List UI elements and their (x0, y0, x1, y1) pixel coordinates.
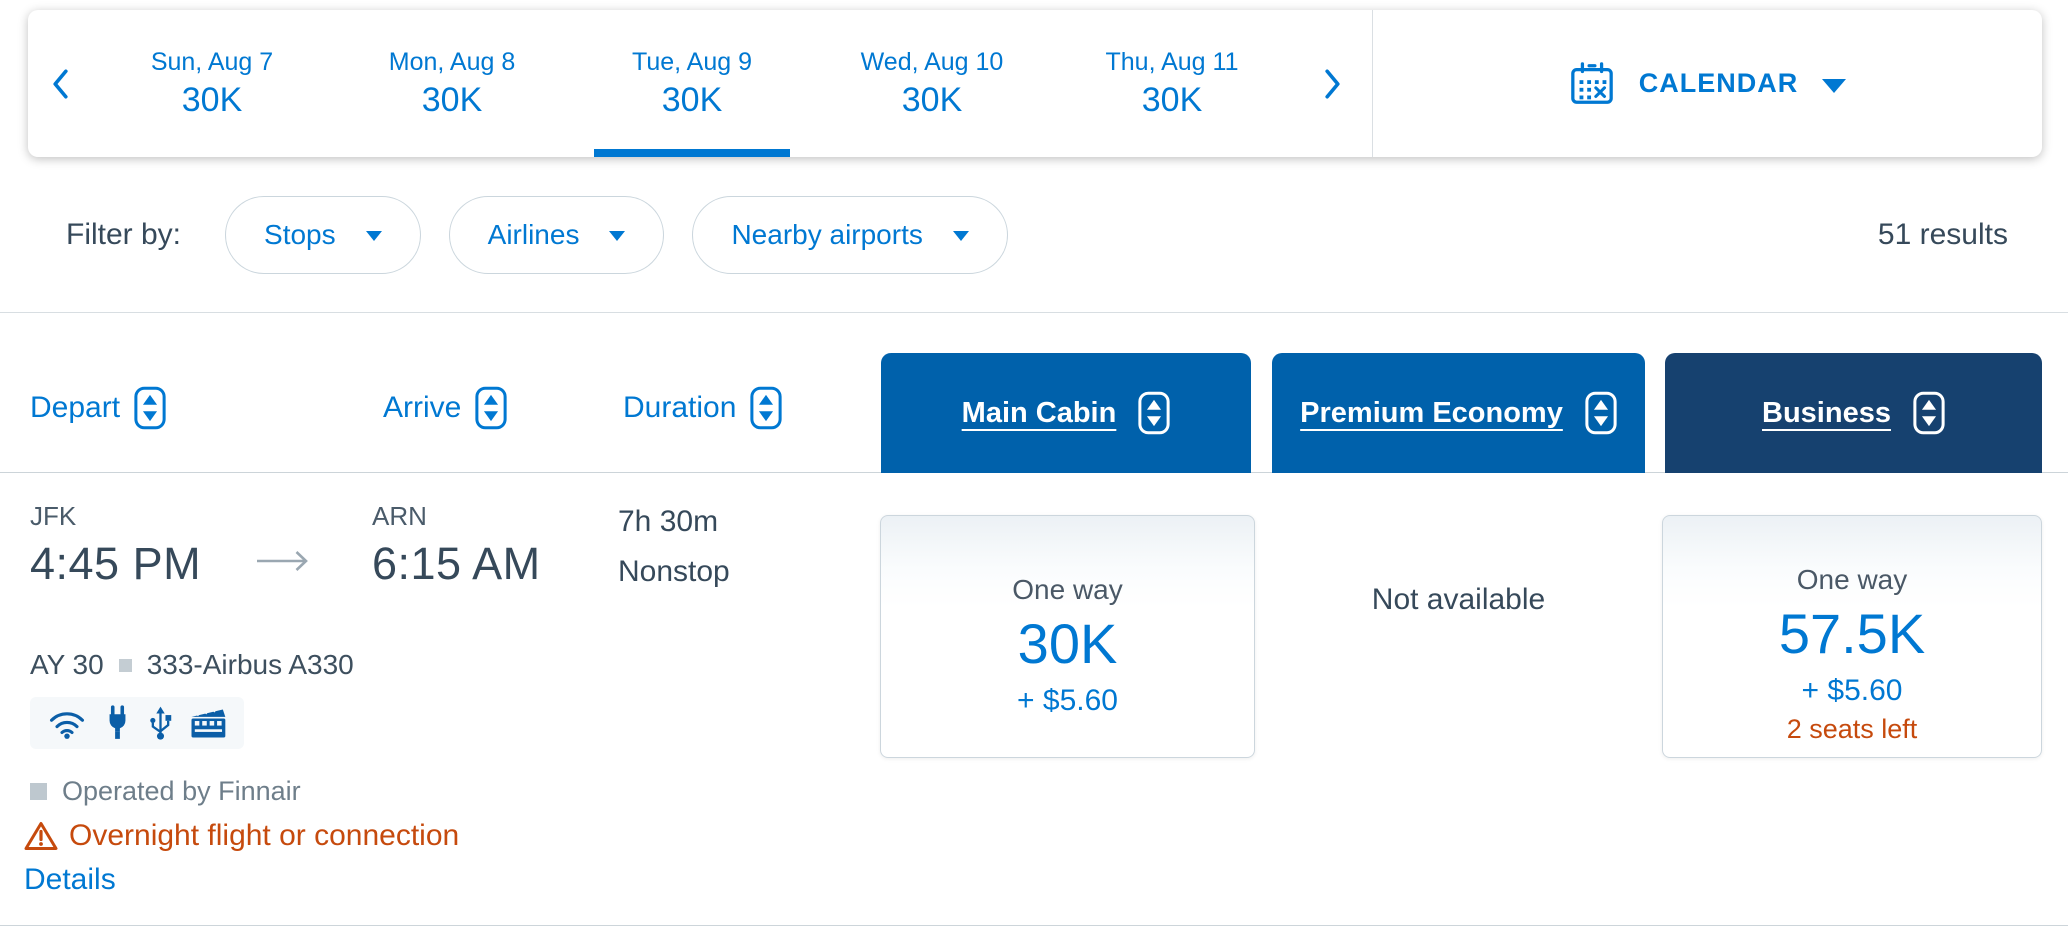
tab-date-label: Tue, Aug 9 (632, 47, 752, 76)
chevron-left-icon (52, 68, 68, 99)
flight-number: AY 30 (30, 649, 104, 680)
operator-square-icon (30, 783, 47, 800)
filter-stops-dropdown[interactable]: Stops (225, 195, 421, 274)
departure-time: 4:45 PM (30, 538, 202, 589)
sort-icon (1913, 391, 1945, 435)
award-points: 57.5K (1778, 602, 1926, 665)
date-tab-tue-aug-9[interactable]: Tue, Aug 9 30K (572, 10, 812, 157)
tab-award-price: 30K (181, 80, 243, 119)
seats-left-label: 2 seats left (1786, 714, 1918, 744)
warning-text: Overnight flight or connection (69, 819, 460, 852)
tab-award-price: 30K (1141, 80, 1203, 119)
fare-premium-economy-not-available: Not available (1371, 583, 1546, 616)
sort-icon (750, 386, 783, 430)
calendar-icon (1570, 61, 1613, 104)
filter-label: Stops (264, 218, 336, 250)
cabin-label: Premium Economy (1300, 396, 1563, 429)
fare-card-main-cabin[interactable]: One way 30K + $5.60 (880, 515, 1255, 758)
previous-dates-button[interactable] (28, 10, 92, 157)
flight-duration: 7h 30m (618, 505, 719, 538)
caret-down-icon (952, 231, 969, 241)
origin-airport-code: JFK (30, 501, 77, 531)
usb-icon (148, 704, 172, 741)
tab-award-price: 30K (661, 80, 723, 119)
tab-date-label: Wed, Aug 10 (860, 47, 1004, 76)
sort-depart-button[interactable]: Depart (30, 386, 166, 430)
filter-by-label: Filter by: (66, 217, 182, 251)
tab-date-label: Sun, Aug 7 (150, 47, 274, 76)
aircraft-type: 333-Airbus A330 (146, 649, 354, 680)
operated-by-line: Operated by Finnair (30, 776, 301, 807)
calendar-label: CALENDAR (1638, 68, 1799, 98)
next-dates-button[interactable] (1292, 10, 1372, 157)
trip-type-label: One way (1796, 564, 1908, 595)
sort-label: Duration (623, 391, 737, 424)
chevron-right-icon (1324, 68, 1340, 99)
filter-label: Airlines (487, 218, 580, 250)
trip-type-label: One way (1012, 574, 1123, 605)
arrival-time: 6:15 AM (372, 538, 541, 589)
filter-bar: Filter by: Stops Airlines Nearby airport… (0, 157, 2068, 313)
award-points: 30K (1017, 612, 1118, 675)
taxes-fees: + $5.60 (1801, 674, 1903, 707)
calendar-toggle-button[interactable]: CALENDAR (1372, 10, 2042, 157)
filter-label: Nearby airports (731, 218, 923, 250)
column-header-premium-economy[interactable]: Premium Economy (1272, 353, 1645, 473)
results-table-header: Depart Arrive Duration Main Cabin Premiu… (0, 313, 2068, 473)
amenities-bar (30, 697, 244, 749)
duration-block: 7h 30m Nonstop (618, 497, 730, 597)
entertainment-icon (190, 706, 227, 739)
caret-down-icon (609, 231, 626, 241)
date-tabs: Sun, Aug 7 30K Mon, Aug 8 30K Tue, Aug 9… (92, 10, 1292, 157)
sort-icon (1585, 391, 1617, 435)
route-arrow-icon (255, 549, 311, 578)
taxes-fees: + $5.60 (1017, 684, 1118, 717)
destination-airport-code: ARN (372, 501, 427, 531)
filter-nearby-airports-dropdown[interactable]: Nearby airports (692, 195, 1008, 274)
date-tab-wed-aug-10[interactable]: Wed, Aug 10 30K (812, 10, 1052, 157)
flight-result-row: JFK 4:45 PM ARN 6:15 AM 7h 30m Nonstop A… (0, 473, 2068, 932)
row-divider (0, 925, 2068, 926)
fare-card-business[interactable]: One way 57.5K + $5.60 2 seats left (1662, 515, 2042, 758)
departure-block: JFK 4:45 PM (30, 501, 201, 590)
caret-down-icon (1822, 78, 1847, 93)
sort-icon (475, 386, 507, 430)
results-count: 51 results (1877, 217, 2008, 251)
tab-date-label: Mon, Aug 8 (388, 47, 516, 76)
sort-icon (134, 386, 166, 430)
tab-award-price: 30K (901, 80, 963, 119)
tab-award-price: 30K (421, 80, 483, 119)
wifi-icon (50, 712, 85, 740)
date-tab-sun-aug-7[interactable]: Sun, Aug 7 30K (92, 10, 332, 157)
column-header-business[interactable]: Business (1665, 353, 2042, 473)
overnight-warning: Overnight flight or connection (24, 819, 459, 853)
stops-label: Nonstop (618, 555, 730, 588)
cabin-label: Business (1762, 396, 1891, 429)
date-strip: Sun, Aug 7 30K Mon, Aug 8 30K Tue, Aug 9… (28, 10, 2042, 157)
warning-triangle-icon (24, 821, 58, 851)
tab-date-label: Thu, Aug 11 (1105, 47, 1239, 76)
sort-duration-button[interactable]: Duration (623, 386, 783, 430)
details-link[interactable]: Details (24, 863, 116, 896)
date-tab-thu-aug-11[interactable]: Thu, Aug 11 30K (1052, 10, 1292, 157)
sort-label: Arrive (383, 391, 462, 424)
operated-by-text: Operated by Finnair (62, 776, 301, 806)
arrival-block: ARN 6:15 AM (372, 501, 541, 590)
caret-down-icon (365, 231, 382, 241)
sort-arrive-button[interactable]: Arrive (383, 386, 507, 430)
column-header-main-cabin[interactable]: Main Cabin (881, 353, 1251, 473)
date-tab-mon-aug-8[interactable]: Mon, Aug 8 30K (332, 10, 572, 157)
sort-label: Depart (30, 391, 121, 424)
power-icon (108, 705, 128, 741)
cabin-label: Main Cabin (961, 396, 1117, 429)
filter-airlines-dropdown[interactable]: Airlines (448, 195, 665, 274)
sort-icon (1138, 391, 1170, 435)
separator-square (118, 658, 132, 672)
flight-info-line: AY 30 333-Airbus A330 (30, 649, 354, 681)
